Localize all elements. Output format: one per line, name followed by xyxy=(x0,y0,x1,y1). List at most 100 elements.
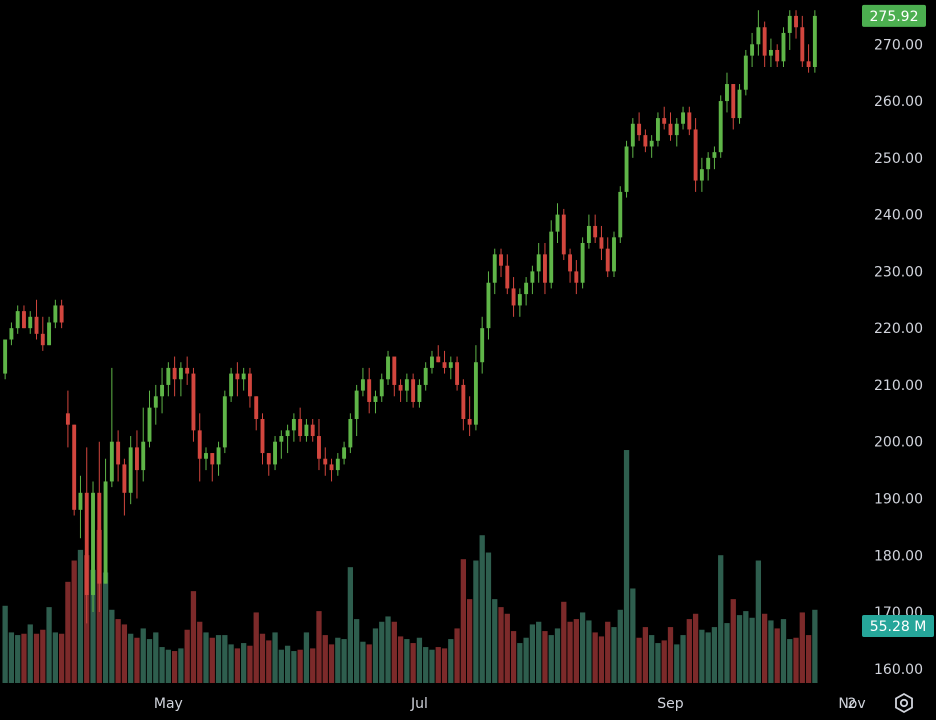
volume-bar xyxy=(667,627,674,683)
candle-body xyxy=(273,441,277,465)
volume-bar xyxy=(699,629,705,683)
candle-body xyxy=(693,129,698,181)
volume-bar xyxy=(360,641,366,683)
candle-body xyxy=(423,367,428,385)
candle-body xyxy=(285,430,290,437)
candle-body xyxy=(461,384,466,419)
candle-body xyxy=(536,254,541,272)
candle-body xyxy=(116,441,121,465)
candle-body xyxy=(430,356,434,368)
volume-bar xyxy=(466,599,473,683)
volume-bar xyxy=(793,637,799,683)
volume-bar xyxy=(102,572,109,683)
candle-body xyxy=(687,112,692,130)
last-price-tag: 275.92 xyxy=(862,4,926,27)
candle-body xyxy=(605,248,610,272)
volume-bar xyxy=(134,637,140,683)
volume-bar xyxy=(253,612,259,683)
candle-body xyxy=(442,362,447,368)
candle-body xyxy=(65,413,70,425)
candle-body xyxy=(310,424,315,437)
candle-body xyxy=(197,430,202,459)
candle-body xyxy=(291,419,296,431)
price-axis: 270.00 260.00 250.00 240.00 230.00 220.00 210.… xyxy=(874,37,923,678)
candle-body xyxy=(279,436,284,442)
candle-body xyxy=(473,362,478,425)
candle-body xyxy=(549,231,554,283)
candle-body xyxy=(185,367,190,374)
volume-bar xyxy=(416,637,423,683)
candle-body xyxy=(787,15,792,33)
price-tick-label: 240.00 xyxy=(874,208,923,224)
volume-bar xyxy=(328,644,335,683)
volume-bar xyxy=(812,609,818,683)
candle-body xyxy=(706,157,711,170)
volume-bar xyxy=(749,617,755,683)
volume-bar xyxy=(146,639,153,683)
volume-bar xyxy=(598,636,605,683)
time-tick-label: May xyxy=(154,696,183,712)
volume-bar xyxy=(65,581,71,683)
volume-bar xyxy=(178,648,184,683)
volume-bar xyxy=(473,560,479,683)
volume-bar xyxy=(297,649,303,683)
volume-bar xyxy=(705,632,711,683)
volume-bar xyxy=(203,632,209,683)
volume-bar xyxy=(46,607,52,683)
volume-bar xyxy=(272,632,278,683)
volume-bar xyxy=(385,616,391,683)
time-tick-label: Jul xyxy=(410,696,428,712)
volume-bar xyxy=(542,631,548,683)
volume-bar xyxy=(674,644,680,683)
volume-bar xyxy=(284,645,291,683)
volume-bar xyxy=(171,651,178,683)
candle-body xyxy=(618,191,623,238)
candle-body xyxy=(743,55,748,90)
volume-bar xyxy=(278,649,284,683)
price-tick-label: 190.00 xyxy=(874,491,923,507)
volume-bar xyxy=(479,535,485,683)
candle-body xyxy=(241,373,246,380)
candle-body xyxy=(637,123,642,136)
volume-bar xyxy=(58,633,65,683)
candle-body xyxy=(712,152,717,158)
volume-bar xyxy=(228,644,234,683)
candle-body xyxy=(586,225,591,243)
volume-bar xyxy=(347,567,354,683)
candle-body xyxy=(22,311,26,329)
volume-bar xyxy=(586,620,592,683)
volume-bar xyxy=(372,628,379,683)
volume-bar xyxy=(341,639,347,683)
volume-bar xyxy=(548,635,554,683)
candle-body xyxy=(323,458,328,465)
candle-body xyxy=(492,254,497,283)
volume-bar xyxy=(649,635,655,683)
last-price-label: 275.92 xyxy=(870,9,919,25)
candle-body xyxy=(580,243,585,283)
candle-body xyxy=(229,373,234,397)
chart-settings-button[interactable] xyxy=(890,690,918,716)
volume-bar xyxy=(121,624,128,683)
volume-bar xyxy=(291,651,297,683)
price-tick-label: 210.00 xyxy=(874,378,923,394)
volume-bar xyxy=(762,613,768,683)
candle-body xyxy=(499,254,503,266)
candle-body xyxy=(84,492,89,595)
price-tick-label: 180.00 xyxy=(874,548,923,564)
candle-body xyxy=(517,294,522,306)
volume-bar xyxy=(115,619,121,683)
last-volume-tag: 55.28 M xyxy=(862,615,934,637)
candle-body xyxy=(335,458,340,471)
volume-bar xyxy=(529,624,536,683)
volume-bar xyxy=(2,605,8,683)
volume-bar xyxy=(71,560,77,683)
price-tick-label: 260.00 xyxy=(874,94,923,110)
candle-body xyxy=(800,27,805,62)
candle-body xyxy=(360,379,365,391)
price-tick-label: 220.00 xyxy=(874,321,923,337)
time-tick-label: Sep xyxy=(657,696,684,712)
candle-body xyxy=(411,379,416,402)
candle-body xyxy=(204,453,208,459)
